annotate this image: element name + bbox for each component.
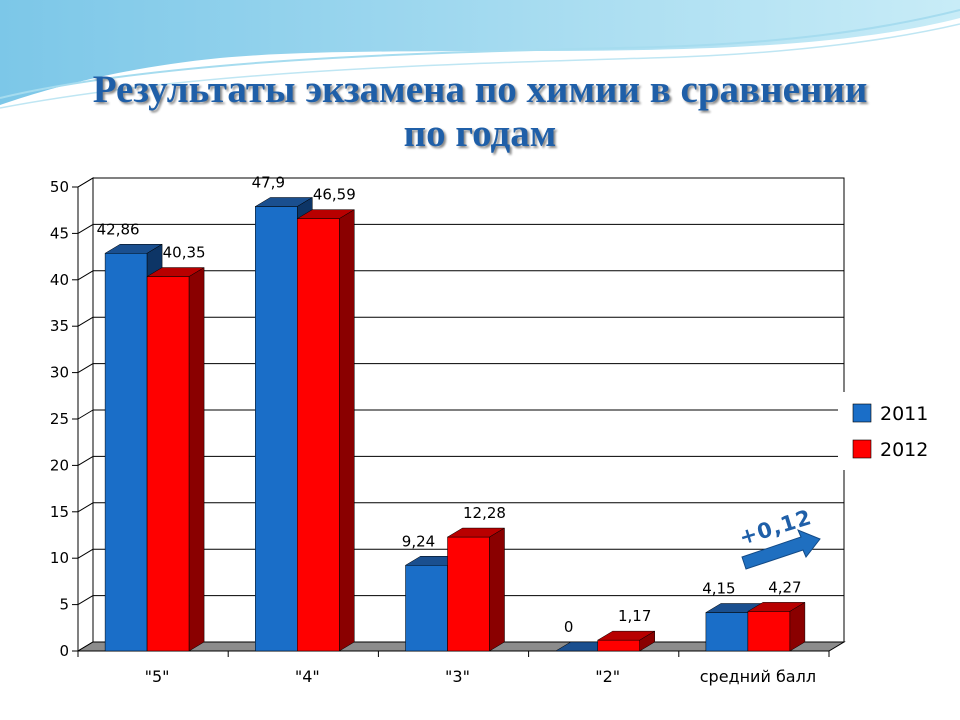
chart-title-line-2: по годам: [403, 112, 557, 155]
gridline-side: [77, 223, 94, 234]
gridline-side: [77, 270, 94, 281]
y-tick-label: 15: [50, 503, 69, 521]
data-label-2012: 1,17: [618, 607, 651, 625]
bar-2012-4: [746, 601, 806, 652]
bar-2012-0: [146, 267, 206, 652]
bar-2012-3: [596, 630, 656, 652]
gridline-side: [77, 409, 94, 420]
bar-front-2011: [705, 612, 749, 652]
y-tick-label: 0: [59, 642, 69, 660]
gridline-side: [77, 455, 94, 466]
bar-side-2012: [639, 630, 655, 652]
gridline-side: [77, 548, 94, 559]
bar-side-2012: [489, 527, 505, 652]
x-category-label: "4": [295, 667, 320, 686]
data-label-2012: 12,28: [463, 504, 506, 522]
gridline-side: [77, 177, 94, 188]
legend: 2011 2012: [838, 392, 960, 470]
y-tick-label: 40: [50, 271, 69, 289]
data-label-2011: 9,24: [402, 532, 435, 550]
gridline-side: [77, 502, 94, 513]
data-label-2011: 42,86: [97, 220, 140, 238]
bar-side-2012: [789, 601, 806, 652]
bar-side-2012: [339, 209, 355, 652]
data-label-2011: 47,9: [252, 173, 285, 191]
bar-front-2012: [447, 536, 490, 652]
arrow-icon: [741, 529, 821, 570]
bar-2012-1: [296, 209, 356, 652]
data-label-2011: 4,15: [702, 579, 735, 597]
gridline-side: [77, 363, 94, 374]
bar-front-2012: [146, 276, 190, 652]
legend-label-2012: 2012: [880, 439, 928, 461]
background-waves: [0, 0, 960, 109]
bar-2012-2: [446, 527, 506, 652]
x-category-label: "2": [595, 667, 620, 686]
data-label-2011: 0: [564, 618, 574, 636]
bar-front-2011: [255, 206, 298, 652]
legend-label-2011: 2011: [880, 403, 928, 425]
bar-front-2012: [747, 611, 791, 652]
y-tick-label: 35: [50, 317, 69, 335]
bar-front-2011: [405, 565, 448, 652]
gridline-side: [77, 595, 94, 606]
y-tick-label: 30: [50, 364, 69, 382]
y-tick-label: 45: [50, 224, 69, 242]
data-label-2012: 40,35: [163, 244, 206, 262]
chart-title-line-1: Результаты экзамена по химии в сравнении: [92, 68, 868, 111]
gridline-side: [77, 316, 94, 327]
bar-side-2012: [188, 267, 205, 652]
x-category-label: "5": [145, 667, 170, 686]
y-tick-label: 5: [59, 596, 69, 614]
data-label-2012: 4,27: [768, 578, 801, 596]
legend-swatch-2011: [852, 403, 872, 423]
y-tick-label: 50: [50, 178, 69, 196]
x-category-label: "3": [445, 667, 470, 686]
x-category-label: средний балл: [700, 667, 816, 686]
data-label-2012: 46,59: [313, 186, 356, 204]
chart-title: Результаты экзамена по химии в сравнении…: [0, 68, 960, 156]
y-tick-label: 25: [50, 410, 69, 428]
bar-front-2012: [597, 639, 640, 652]
bar-front-2011: [104, 253, 148, 652]
legend-swatch-2012: [852, 439, 872, 459]
y-tick-label: 20: [50, 456, 69, 474]
y-tick-label: 10: [50, 549, 69, 567]
bar-front-2012: [297, 218, 340, 652]
